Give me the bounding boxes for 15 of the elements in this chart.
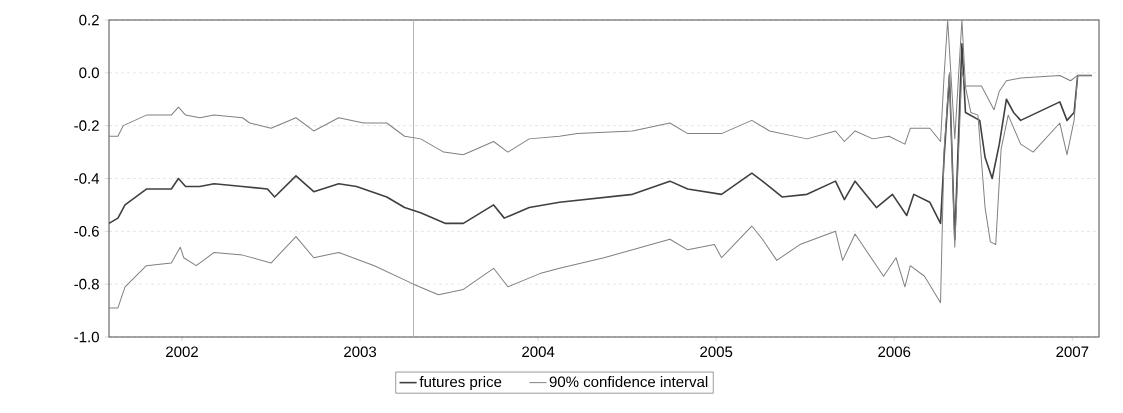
y-tick-label: -0.8 [74,278,99,290]
legend-label: 90% confidence interval [549,376,708,388]
x-tick-label: 2005 [700,346,733,358]
y-tick-label: -0.4 [74,173,100,184]
y-tick-label: 0.2 [79,14,99,26]
x-tick-label: 2007 [1056,346,1089,358]
x-tick-label: 2004 [522,346,555,358]
x-tick-label: 2003 [344,346,377,358]
y-tick-label: 0.0 [79,67,99,79]
x-tick-label: 2006 [878,346,911,358]
legend-label: futures price [419,376,502,391]
y-tick-label: -0.2 [74,120,99,131]
y-tick-label: -0.6 [74,226,99,237]
x-tick-label: 2002 [166,346,198,358]
y-tick-label: -1.0 [74,331,99,343]
